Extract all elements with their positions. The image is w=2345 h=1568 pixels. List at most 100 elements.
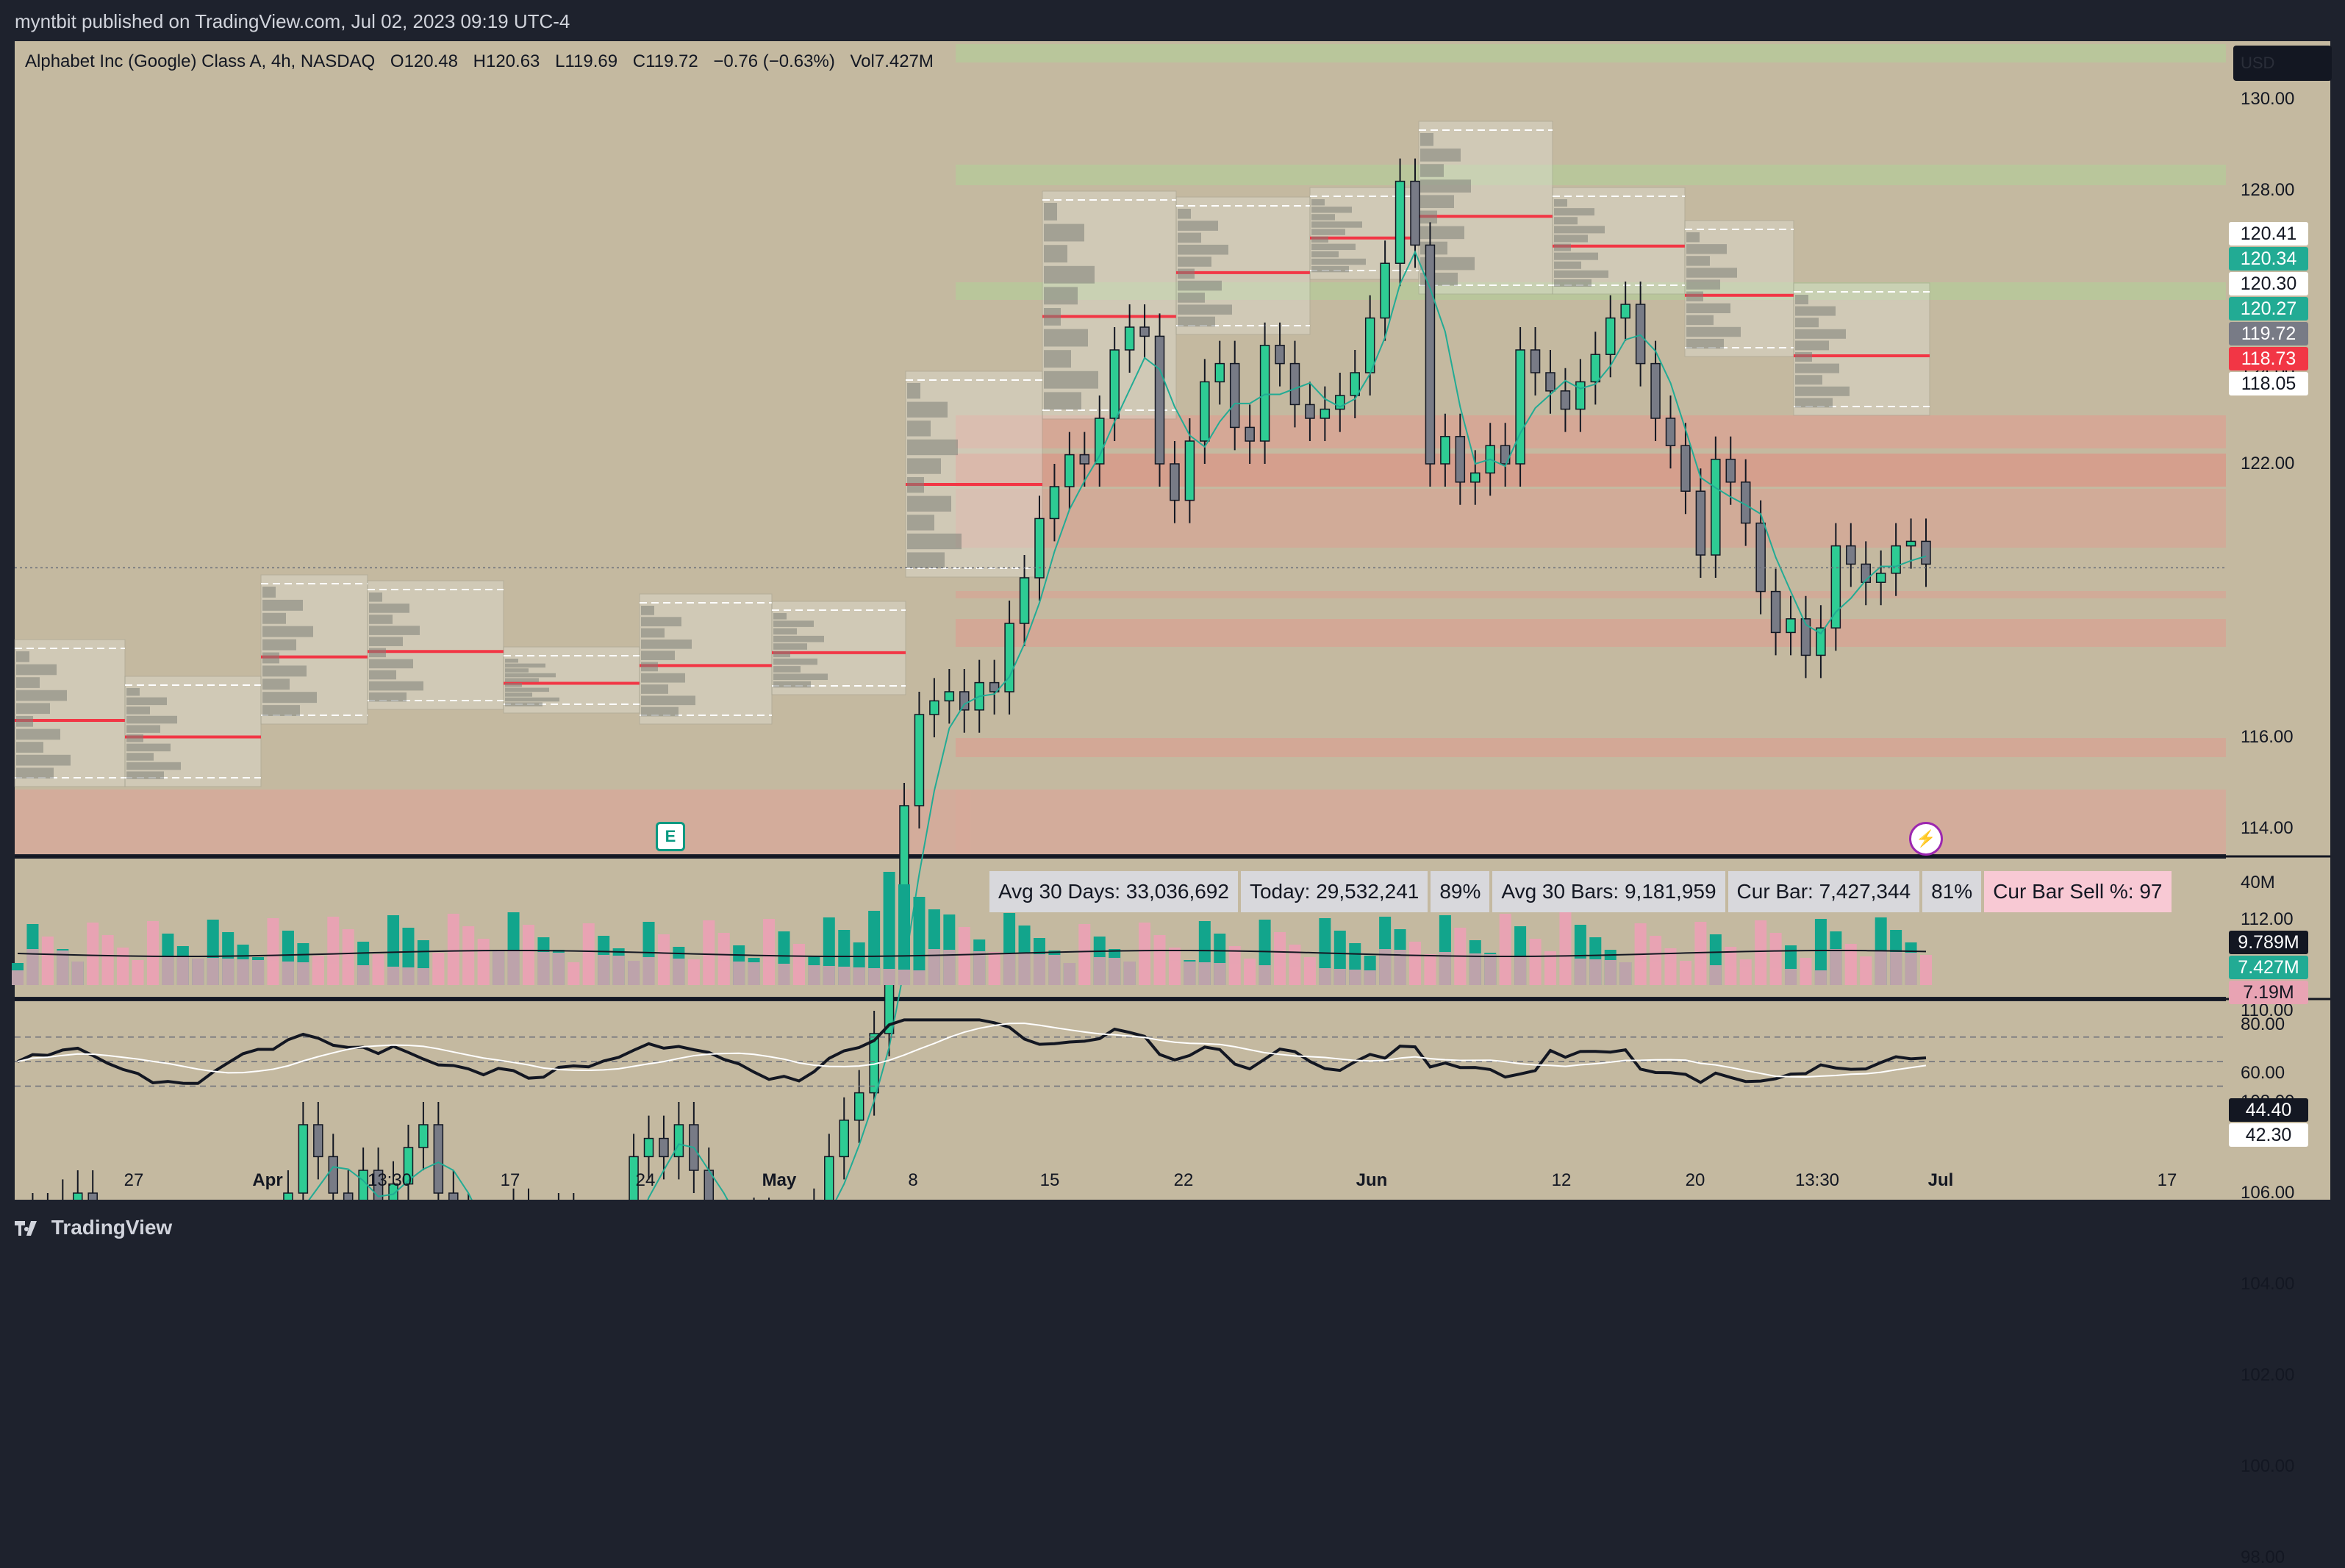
candle-up	[853, 1092, 864, 1121]
candle-up	[1124, 326, 1135, 351]
volume-sell-bar	[1424, 954, 1436, 985]
volume-sell-bar	[297, 962, 309, 985]
earnings-marker[interactable]: E	[656, 822, 685, 851]
candle-up	[1259, 345, 1270, 442]
profile-bar	[641, 662, 658, 672]
profile-bar	[1554, 208, 1594, 216]
profile-bar	[126, 706, 150, 715]
volume-sell-bar	[1289, 967, 1301, 985]
symbol-name[interactable]: Alphabet Inc (Google) Class A, 4h, NASDA…	[25, 51, 376, 71]
volume-tag: 9.789M	[2229, 931, 2308, 954]
volume-sell-bar	[57, 951, 69, 985]
candle-up	[1214, 362, 1225, 383]
profile-bar	[907, 383, 920, 399]
candle-down	[1755, 522, 1766, 593]
volume-sell-bar	[628, 961, 640, 985]
volume-sell-bar	[537, 952, 550, 985]
volume-bar	[868, 911, 881, 985]
price-tag: 118.73	[2229, 347, 2308, 370]
volume-tag: 7.19M	[2229, 981, 2308, 1004]
profile-bar	[907, 477, 924, 493]
volume-sell-bar	[1003, 953, 1016, 985]
profile-bar	[1795, 398, 1833, 408]
volume-sell-bar	[237, 959, 249, 985]
profile-bar	[262, 679, 290, 690]
volume-sell-bar	[1139, 959, 1151, 985]
profile-bar	[1178, 209, 1191, 219]
price-zone	[956, 415, 2226, 448]
profile-bar	[1554, 199, 1567, 207]
time-tick-label: 22	[1173, 1170, 1194, 1190]
candle-down	[1170, 463, 1180, 501]
profile-bar	[505, 697, 559, 702]
volume-sell-bar	[522, 951, 534, 985]
volume-sell-bar	[958, 951, 970, 985]
profile-bar	[907, 458, 941, 474]
volume-sell-bar	[1244, 964, 1256, 985]
profile-bar	[369, 659, 413, 669]
volume-sell-bar	[717, 961, 730, 985]
profile-bar	[1178, 232, 1201, 243]
tradingview-logo[interactable]: TradingView	[15, 1216, 172, 1239]
ohlc-high: H120.63	[473, 51, 540, 71]
volume-sell-bar	[552, 953, 565, 985]
currency-selector[interactable]: USD	[2233, 46, 2332, 81]
candle-down	[1139, 326, 1150, 337]
profile-bar	[1311, 199, 1325, 206]
volume-sell-bar	[1844, 950, 1857, 985]
volume-sell-bar	[1153, 960, 1166, 985]
profile-bar	[1044, 223, 1084, 242]
candle-down	[1289, 362, 1300, 406]
volume-sell-bar	[1379, 949, 1392, 985]
profile-bar	[1178, 244, 1228, 255]
profile-bar	[907, 515, 934, 531]
profile-bar	[126, 743, 171, 752]
candle-up	[1440, 436, 1450, 465]
profile-bar	[369, 670, 396, 680]
rsi-tick-label: 60.00	[2241, 1063, 2285, 1083]
volume-sell-bar	[598, 955, 610, 985]
volume-sell-bar	[748, 962, 760, 985]
profile-bar	[1044, 329, 1088, 347]
profile-bar	[16, 754, 71, 766]
candle-up	[1200, 381, 1210, 442]
profile-bar	[1554, 217, 1578, 225]
price-change: −0.76 (−0.63%)	[713, 51, 835, 71]
price-tag: 120.41	[2229, 222, 2308, 246]
price-tick-label: 128.00	[2241, 180, 2295, 200]
profile-bar	[641, 673, 685, 683]
rsi-tag: 44.40	[2229, 1098, 2308, 1122]
candle-down	[1154, 335, 1165, 465]
volume-sell-bar	[1214, 963, 1226, 985]
profile-bar	[1178, 293, 1205, 303]
profile-bar	[126, 762, 181, 770]
profile-bar	[16, 651, 29, 662]
candle-up	[1049, 486, 1060, 520]
volume-sell-bar	[823, 966, 835, 985]
price-zone	[956, 738, 2226, 757]
volume-sell-bar	[493, 951, 505, 985]
profile-bar	[1044, 203, 1057, 221]
profile-bar	[1686, 315, 1714, 326]
candle-up	[1891, 545, 1901, 574]
profile-bar	[1178, 304, 1232, 315]
profile-bar	[907, 495, 951, 512]
profile-bar	[1311, 236, 1328, 243]
profile-bar	[505, 702, 543, 706]
profile-bar	[1420, 226, 1464, 240]
candle-down	[1695, 490, 1706, 556]
candle-down	[313, 1124, 323, 1158]
chart-canvas[interactable]	[0, 0, 2345, 1253]
volume-sell-bar	[1769, 968, 1782, 985]
candle-up	[418, 1124, 429, 1148]
volume-sell-bar	[447, 970, 459, 985]
candle-up	[1184, 440, 1195, 501]
volume-tag: 7.427M	[2229, 956, 2308, 979]
volume-sell-bar	[988, 952, 1000, 985]
volume-sell-bar	[582, 954, 595, 985]
profile-bar	[1420, 195, 1454, 208]
time-tick-label: Apr	[252, 1170, 283, 1190]
dividend-marker[interactable]: ⚡	[1909, 822, 1943, 856]
candle-up	[1786, 618, 1796, 634]
profile-bar	[16, 716, 33, 727]
